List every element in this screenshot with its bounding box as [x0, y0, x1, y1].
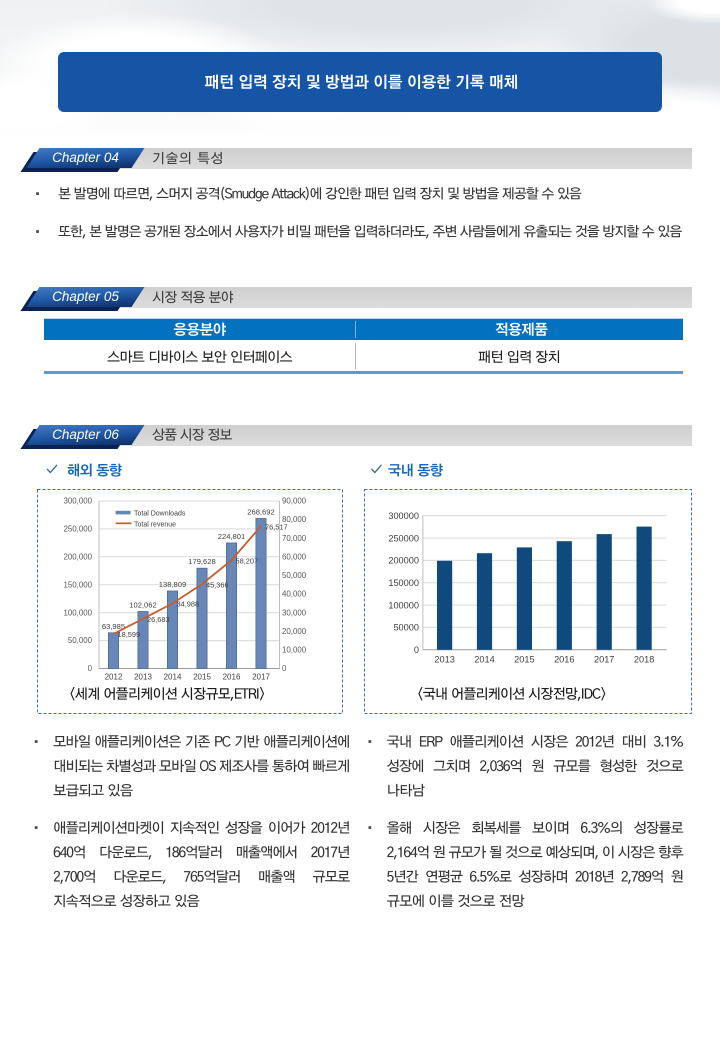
- svg-text:50000: 50000: [393, 623, 419, 633]
- svg-text:76,517: 76,517: [265, 522, 288, 531]
- svg-text:30,000: 30,000: [282, 608, 307, 617]
- svg-text:20,000: 20,000: [282, 627, 307, 636]
- svg-text:2017: 2017: [594, 654, 614, 664]
- svg-text:60,000: 60,000: [282, 552, 307, 561]
- svg-text:2016: 2016: [223, 673, 241, 682]
- svg-text:200000: 200000: [388, 556, 419, 566]
- svg-text:2016: 2016: [554, 654, 574, 664]
- svg-text:2018: 2018: [634, 654, 654, 664]
- svg-text:58,207: 58,207: [236, 556, 259, 565]
- svg-text:0: 0: [282, 664, 287, 673]
- svg-text:34,988: 34,988: [177, 600, 200, 609]
- svg-text:0: 0: [88, 664, 93, 673]
- svg-text:100000: 100000: [388, 600, 419, 610]
- svg-text:300,000: 300,000: [63, 497, 92, 506]
- svg-text:250000: 250000: [388, 533, 419, 543]
- svg-text:26,683: 26,683: [147, 615, 170, 624]
- svg-text:18,599: 18,599: [118, 630, 141, 639]
- svg-text:2012: 2012: [105, 673, 123, 682]
- svg-text:200,000: 200,000: [63, 552, 92, 561]
- svg-text:10,000: 10,000: [282, 646, 307, 655]
- svg-text:90,000: 90,000: [282, 497, 307, 506]
- svg-text:224,801: 224,801: [218, 532, 245, 541]
- svg-text:63,985: 63,985: [102, 622, 125, 631]
- svg-text:100,000: 100,000: [63, 608, 92, 617]
- svg-text:250,000: 250,000: [63, 525, 92, 534]
- svg-text:2015: 2015: [514, 654, 534, 664]
- svg-text:Total Downloads: Total Downloads: [134, 511, 186, 518]
- svg-text:80,000: 80,000: [282, 515, 307, 524]
- svg-text:102,062: 102,062: [129, 601, 156, 610]
- svg-text:138,809: 138,809: [159, 580, 186, 589]
- svg-text:300000: 300000: [388, 511, 419, 521]
- svg-text:268,692: 268,692: [247, 508, 274, 517]
- svg-text:150,000: 150,000: [63, 580, 92, 589]
- svg-text:45,366: 45,366: [206, 580, 229, 589]
- svg-text:150000: 150000: [388, 578, 419, 588]
- svg-text:2015: 2015: [193, 673, 211, 682]
- svg-text:2014: 2014: [164, 673, 182, 682]
- svg-text:40,000: 40,000: [282, 590, 307, 599]
- svg-text:50,000: 50,000: [282, 571, 307, 580]
- svg-text:70,000: 70,000: [282, 534, 307, 543]
- svg-text:2013: 2013: [134, 673, 152, 682]
- svg-text:0: 0: [414, 645, 419, 655]
- svg-text:2013: 2013: [434, 654, 454, 664]
- svg-text:50,000: 50,000: [68, 636, 93, 645]
- svg-text:Total revenue: Total revenue: [134, 521, 176, 528]
- svg-text:2014: 2014: [474, 654, 494, 664]
- svg-text:179,628: 179,628: [188, 557, 215, 566]
- svg-text:2017: 2017: [252, 673, 270, 682]
